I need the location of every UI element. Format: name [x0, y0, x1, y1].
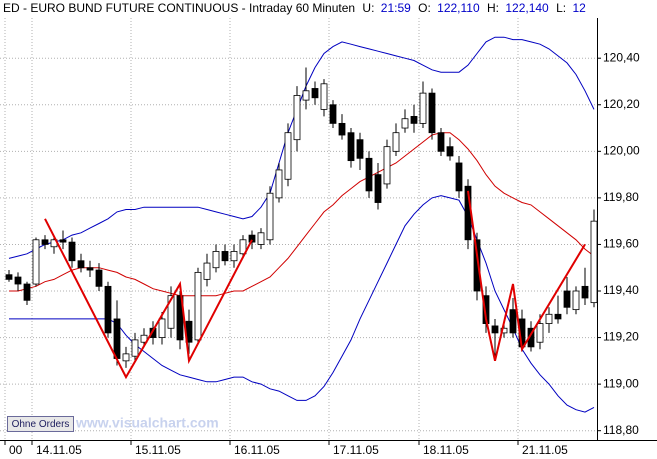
candle-body	[41, 239, 49, 245]
candle-body	[401, 118, 409, 129]
candle-body	[536, 323, 544, 343]
candle-body	[581, 285, 589, 299]
y-tick-label: 118,80	[603, 423, 639, 437]
field-label: O:	[418, 1, 431, 15]
candle-body	[5, 274, 13, 280]
candle-body	[248, 234, 256, 243]
candle-body	[23, 283, 31, 301]
y-tick-label: 119,60	[603, 237, 639, 251]
candle-body	[365, 157, 373, 192]
field-value: 12	[572, 1, 586, 15]
y-tick-label: 120,40	[603, 50, 640, 64]
candle-body	[167, 295, 175, 329]
field-label: H:	[487, 1, 499, 15]
candle-body	[572, 290, 580, 311]
orders-button[interactable]: Ohne Orders	[7, 416, 74, 432]
candle-body	[32, 239, 40, 285]
candle-body	[302, 90, 310, 101]
candle-body	[104, 285, 112, 334]
upper-band	[8, 36, 595, 259]
candle-body	[14, 276, 22, 285]
candle-body	[446, 146, 454, 157]
candle-body	[221, 251, 229, 262]
candle-body	[554, 313, 562, 320]
candle-body	[203, 262, 211, 280]
zigzag	[44, 218, 253, 380]
candle-body	[113, 318, 121, 359]
x-tick-label: 15.11.05	[135, 443, 181, 457]
field-label: U:	[362, 1, 374, 15]
field-label: L:	[556, 1, 566, 15]
candle-body	[590, 220, 598, 304]
candle-body	[437, 132, 445, 152]
candle-body	[293, 95, 301, 141]
candle-body	[356, 139, 364, 159]
candle-body	[275, 169, 283, 199]
moving-average	[9, 132, 595, 297]
candle-body	[392, 132, 400, 152]
candle-body	[257, 232, 265, 245]
candle-body	[230, 251, 238, 262]
candle-body	[473, 239, 481, 292]
x-tick-label: 18.11.05	[423, 443, 469, 457]
candle-body	[122, 353, 130, 362]
candle-body	[149, 327, 157, 338]
candle-body	[140, 334, 148, 343]
button-label[interactable]: Ohne Orders	[12, 419, 70, 430]
candle-body	[455, 162, 463, 192]
candle-body	[419, 92, 427, 124]
candle-body	[131, 339, 139, 357]
candle-body	[77, 260, 85, 269]
candle-body	[383, 146, 391, 185]
y-tick-label: 119,80	[603, 190, 639, 204]
candle-body	[284, 132, 292, 180]
x-tick-label: 21.11.05	[522, 443, 568, 457]
candle-body	[320, 83, 328, 110]
title: ED - EURO BUND FUTURE CONTINUOUS - Intra…	[3, 1, 355, 15]
y-tick-label: 119,00	[603, 376, 639, 390]
candle-body	[266, 192, 274, 241]
candle-body	[311, 88, 319, 99]
candle-body	[545, 313, 553, 324]
watermark: www.visualchart.com	[75, 415, 219, 431]
candle-body	[158, 318, 166, 338]
candle-body	[509, 309, 517, 334]
candle-body	[68, 241, 76, 262]
y-tick-label: 120,20	[603, 97, 640, 111]
candle-body	[329, 104, 337, 124]
y-tick-label: 119,40	[603, 283, 639, 297]
candle-body	[410, 116, 418, 124]
candle-body	[59, 239, 67, 243]
x-tick-label: 17.11.05	[333, 443, 379, 457]
candle-body	[86, 267, 94, 271]
title-bar	[0, 0, 657, 18]
candle-body	[194, 271, 202, 341]
candle-body	[428, 92, 436, 134]
y-tick-label: 119,20	[603, 330, 639, 344]
button-frame[interactable]	[7, 416, 74, 432]
candle-body	[374, 174, 382, 203]
zigzag	[467, 190, 586, 362]
candle-body	[491, 325, 499, 334]
x-tick-label: 14.11.05	[36, 443, 82, 457]
chart-title: ED - EURO BUND FUTURE CONTINUOUS - Intra…	[3, 1, 586, 15]
x-tick-label: 16.11.05	[234, 443, 280, 457]
candle-body	[347, 132, 355, 162]
candle-body	[500, 327, 508, 334]
candle-body	[563, 290, 571, 308]
field-value: 21:59	[381, 1, 411, 15]
candle-body	[338, 122, 346, 136]
field-value: 122,140	[505, 1, 549, 15]
field-value: 122,110	[437, 1, 480, 15]
candle-body	[95, 269, 103, 287]
candle-body	[212, 251, 220, 269]
y-tick-label: 120,00	[603, 143, 640, 157]
candle-body	[239, 239, 247, 255]
x-tick-label: 00	[9, 443, 23, 457]
